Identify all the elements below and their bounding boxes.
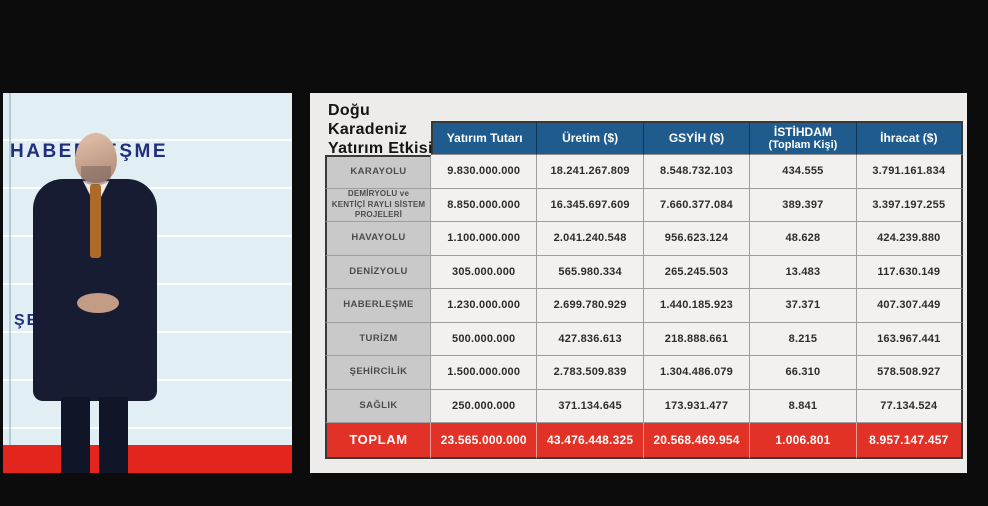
table-cell: 8.548.732.103 xyxy=(643,155,751,189)
total-cell: 23.565.000.000 xyxy=(431,423,538,459)
column-header: İSTİHDAM (Toplam Kişi) xyxy=(750,121,857,155)
table-cell: 9.830.000.000 xyxy=(431,155,538,189)
table-cell: 371.134.645 xyxy=(537,389,644,423)
table-cell: 2.699.780.929 xyxy=(537,289,644,323)
table-cell: 66.310 xyxy=(750,356,857,390)
table-cell: 16.345.697.609 xyxy=(537,188,644,222)
table-cell: 305.000.000 xyxy=(431,255,538,289)
table-title-line: Doğu xyxy=(328,102,371,119)
table-cell: 424.239.880 xyxy=(856,222,963,256)
total-cell: 43.476.448.325 xyxy=(537,423,644,459)
table-cell: 578.508.927 xyxy=(856,356,963,390)
speaker-leg xyxy=(61,397,90,473)
table-cell: 1.304.486.079 xyxy=(643,356,751,390)
table-cell: 8.850.000.000 xyxy=(431,188,538,222)
column-header: İhracat ($) xyxy=(856,121,963,155)
speaker-silhouette xyxy=(31,131,159,473)
table-cell: 13.483 xyxy=(750,255,857,289)
speaker-tie xyxy=(90,184,101,258)
table-cell: 265.245.503 xyxy=(643,255,751,289)
table-cell: 8.215 xyxy=(750,322,857,356)
table-cell: 1.230.000.000 xyxy=(431,289,538,323)
table-cell: 1.500.000.000 xyxy=(431,356,538,390)
table-cell: 956.623.124 xyxy=(643,222,751,256)
row-label: DENİZYOLU xyxy=(325,255,431,289)
table-cell: 500.000.000 xyxy=(431,322,538,356)
table-cell: 250.000.000 xyxy=(431,389,538,423)
investment-impact-table: Yatırım Tutarı Üretim ($) GSYİH ($) İSTİHDA… xyxy=(325,121,963,459)
table-cell: 565.980.334 xyxy=(537,255,644,289)
table-title: Doğu Karadeniz Yatırım Etkisi xyxy=(328,102,433,159)
table-cell: 3.791.161.834 xyxy=(856,155,963,189)
table-cell: 1.100.000.000 xyxy=(431,222,538,256)
table-cell: 427.836.613 xyxy=(537,322,644,356)
table-cell: 48.628 xyxy=(750,222,857,256)
table-cell: 18.241.267.809 xyxy=(537,155,644,189)
table-cell: 173.931.477 xyxy=(643,389,751,423)
table-cell: 2.783.509.839 xyxy=(537,356,644,390)
table-cell: 2.041.240.548 xyxy=(537,222,644,256)
speaker-beard xyxy=(81,166,111,185)
speaker-video-pane: HABERLEŞME ŞEHİRCİLİK xyxy=(3,93,292,473)
table-cell: 407.307.449 xyxy=(856,289,963,323)
total-cell: 20.568.469.954 xyxy=(643,423,751,459)
total-row-label: TOPLAM xyxy=(325,423,431,459)
speaker-hands xyxy=(77,293,119,313)
column-header: Üretim ($) xyxy=(537,121,644,155)
table-title-line: Karadeniz xyxy=(328,120,408,138)
table-cell: 1.440.185.923 xyxy=(643,289,751,323)
table-cell: 434.555 xyxy=(750,155,857,189)
column-header: Yatırım Tutarı xyxy=(431,121,538,155)
table-cell: 3.397.197.255 xyxy=(856,188,963,222)
projected-table-column-line xyxy=(9,93,11,473)
table-cell: 117.630.149 xyxy=(856,255,963,289)
row-label: HAVAYOLU xyxy=(325,222,431,256)
total-cell: 1.006.801 xyxy=(750,423,857,459)
table-cell: 8.841 xyxy=(750,389,857,423)
projected-total-row-band xyxy=(3,445,292,473)
table-cell: 37.371 xyxy=(750,289,857,323)
table-title-line: Yatırım Etkisi xyxy=(328,139,433,157)
row-label: TURİZM xyxy=(325,322,431,356)
column-header: GSYİH ($) xyxy=(643,121,751,155)
row-label: KARAYOLU xyxy=(325,155,431,189)
row-label: DEMİRYOLU ve KENTİÇİ RAYLI SİSTEM PROJEL… xyxy=(325,188,431,222)
table-cell: 7.660.377.084 xyxy=(643,188,751,222)
investment-table-panel: Doğu Karadeniz Yatırım Etkisi Yatırım Tu… xyxy=(310,93,967,473)
speaker-leg xyxy=(99,397,128,473)
row-label: SAĞLIK xyxy=(325,389,431,423)
table-cell: 163.967.441 xyxy=(856,322,963,356)
speaker-head xyxy=(75,133,117,183)
row-label: HABERLEŞME xyxy=(325,289,431,323)
table-cell: 389.397 xyxy=(750,188,857,222)
row-label: ŞEHİRCİLİK xyxy=(325,356,431,390)
table-cell: 77.134.524 xyxy=(856,389,963,423)
total-cell: 8.957.147.457 xyxy=(856,423,963,459)
table-cell: 218.888.661 xyxy=(643,322,751,356)
